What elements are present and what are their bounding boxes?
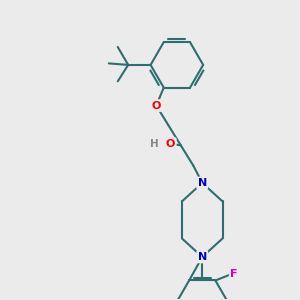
Text: N: N (198, 252, 207, 262)
Text: H: H (150, 139, 159, 149)
Text: O: O (152, 100, 161, 111)
Text: O: O (166, 139, 175, 149)
Text: F: F (230, 269, 238, 279)
Text: N: N (198, 178, 207, 188)
